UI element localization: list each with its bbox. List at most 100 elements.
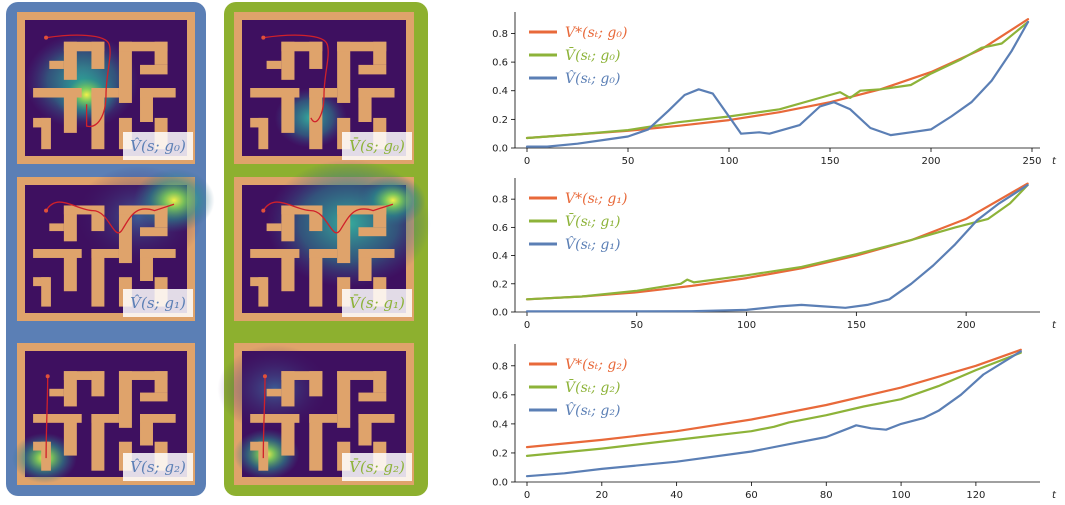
series-line-vstar: [525, 348, 1022, 449]
x-tick-label: 200: [921, 156, 940, 167]
y-tick-label: 0.4: [492, 86, 508, 97]
maze-wall: [337, 205, 387, 215]
maze-wall: [250, 414, 300, 423]
maze-wall: [49, 223, 64, 232]
x-tick-label: 0: [524, 320, 530, 331]
maze-wall: [33, 414, 82, 423]
maze-wall: [373, 205, 387, 228]
x-tick-label: 60: [745, 490, 758, 501]
maze-wall: [140, 392, 168, 402]
x-tick-label: 50: [630, 320, 643, 331]
maze-wall: [118, 371, 168, 380]
maze-wall: [41, 277, 51, 307]
value-heat: [360, 174, 426, 226]
maze-label: V̄(s; g₂): [349, 458, 405, 476]
maze-wall: [33, 277, 50, 287]
maze-5: V̄(s; g₂): [217, 343, 414, 485]
maze-wall: [154, 205, 168, 228]
maze-wall: [33, 249, 82, 258]
x-tick-label: 80: [820, 490, 833, 501]
maze-wall: [140, 249, 176, 258]
y-tick-label: 0.4: [492, 419, 508, 430]
x-tick-label: 100: [737, 320, 756, 331]
maze-wall: [154, 41, 168, 65]
maze-2: V̂(s; g₂): [12, 343, 195, 485]
maze-label: V̂(s; g₁): [130, 294, 186, 312]
maze-wall: [140, 227, 168, 237]
start-dot: [44, 208, 49, 213]
y-tick-label: 0.2: [492, 448, 508, 459]
x-tick-label: 120: [966, 490, 985, 501]
maze-wall: [250, 88, 300, 98]
maze-wall: [33, 441, 50, 451]
y-tick-label: 0.0: [492, 478, 508, 489]
legend-label: V̄(sₜ; g₂): [565, 378, 620, 396]
maze-wall: [140, 88, 176, 98]
maze-wall: [118, 41, 132, 103]
start-dot: [262, 374, 267, 379]
value-heat: [133, 168, 215, 233]
y-tick-label: 0.2: [492, 115, 508, 126]
maze-wall: [309, 88, 338, 98]
agent-path: [46, 34, 111, 128]
legend-label: V̄(sₜ; g₁): [565, 212, 620, 230]
maze-label: V̄(s; g₀): [349, 137, 405, 155]
maze-wall: [281, 41, 323, 52]
maze-wall: [154, 371, 168, 393]
maze-wall: [309, 88, 323, 150]
legend: V*(sₜ; g₁) V̄(sₜ; g₁) V̂(sₜ; g₁): [529, 191, 627, 253]
series-line-vbar: [525, 351, 1022, 457]
maze-3: V̄(s; g₀): [234, 12, 414, 164]
maze-label-box: [123, 453, 193, 481]
x-axis-label: t: [1052, 156, 1057, 167]
maze-wall: [250, 249, 300, 258]
x-tick-label: 200: [957, 320, 976, 331]
maze-wall: [41, 117, 51, 150]
maze-wall: [309, 414, 323, 471]
x-tick-label: 20: [595, 490, 608, 501]
maze-panels: V̂(s; g₀) V̂(s; g₁) V̂(s; g₂) V̄(s; g₀) V̄(s…: [0, 0, 440, 501]
maze-label-box: [123, 289, 193, 317]
maze-wall: [63, 205, 105, 215]
maze-wall: [309, 205, 323, 232]
maze-wall: [358, 414, 395, 423]
maze-wall: [118, 371, 132, 428]
maze-wall: [258, 277, 269, 307]
maze-label: V̄(s; g₁): [349, 294, 405, 312]
y-tick-label: 0.8: [492, 195, 508, 206]
y-tick-label: 0.0: [492, 308, 508, 319]
maze-wall: [91, 88, 119, 98]
maze-wall: [309, 249, 338, 258]
maze-wall: [91, 414, 105, 471]
legend-label: V*(sₜ; g₁): [565, 191, 627, 207]
legend-label: V̄(sₜ; g₀): [565, 46, 620, 64]
maze-wall: [63, 88, 77, 133]
maze-label-box: [342, 453, 412, 481]
maze-wall: [118, 205, 168, 215]
start-dot: [44, 35, 49, 40]
maze-wall: [91, 88, 105, 150]
x-tick-label: 40: [670, 490, 683, 501]
value-charts: 0.0 0.2 0.4 0.6 0.8 0 50 100 150 200 250 t V*(sₜ; g₀…: [470, 0, 1065, 501]
maze-wall: [373, 41, 387, 65]
maze-label: V̂(s; g₀): [130, 137, 186, 155]
maze-wall: [358, 64, 387, 75]
maze-wall: [63, 249, 77, 292]
maze-label: V̂(s; g₂): [130, 458, 186, 476]
x-tick-label: 0: [524, 156, 530, 167]
x-tick-label: 100: [892, 490, 911, 501]
series-line-vhat: [525, 350, 1022, 478]
maze-4: V̄(s; g₁): [234, 159, 431, 321]
maze-label-box: [342, 132, 412, 160]
maze-wall: [91, 414, 119, 423]
x-axis-label: t: [1052, 320, 1057, 331]
start-dot: [261, 208, 266, 213]
maze-figure: V̂(s; g₀) V̂(s; g₁) V̂(s; g₂) V̄(s; g₀) V̄(s…: [6, 2, 431, 496]
legend: V*(sₜ; g₀) V̄(sₜ; g₀) V̂(sₜ; g₀): [529, 25, 627, 87]
maze-wall: [140, 64, 168, 75]
maze-wall: [63, 41, 105, 52]
y-tick-label: 0.2: [492, 279, 508, 290]
maze-wall: [337, 371, 351, 428]
y-tick-label: 0.8: [492, 29, 508, 40]
maze-wall: [266, 60, 282, 69]
